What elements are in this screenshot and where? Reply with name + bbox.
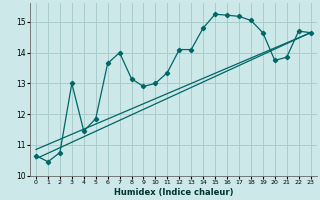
- X-axis label: Humidex (Indice chaleur): Humidex (Indice chaleur): [114, 188, 233, 197]
